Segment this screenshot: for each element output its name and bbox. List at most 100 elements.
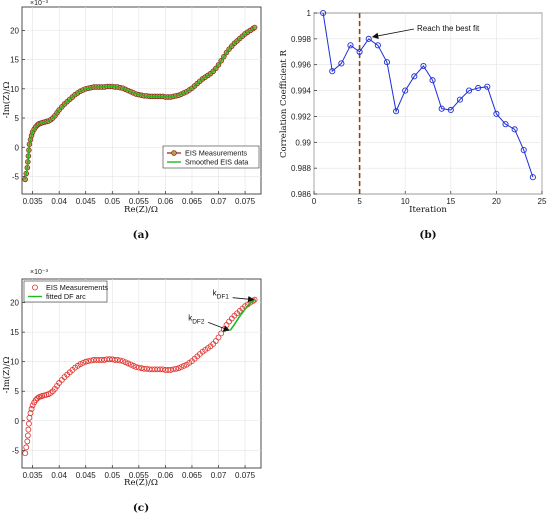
annotation-subscript: DF2	[192, 318, 205, 325]
x-tick-label: 0.07	[211, 471, 227, 480]
data-point	[347, 42, 354, 49]
data-point	[402, 87, 409, 94]
x-tick-label: 0.035	[23, 197, 44, 206]
annotation-text: Reach the best fit	[417, 24, 480, 33]
data-point	[24, 432, 31, 439]
data-point	[34, 395, 41, 402]
y-tick-label: 1	[307, 9, 312, 18]
data-point	[29, 402, 36, 409]
x-tick-label: 0.075	[235, 197, 256, 206]
data-point	[447, 106, 454, 114]
y-axis-label: Correlation Coefficient R	[279, 49, 289, 158]
y-tick-label: 15	[10, 328, 19, 337]
data-point	[502, 121, 509, 128]
data-point	[173, 365, 179, 372]
data-point	[27, 410, 34, 416]
data-point	[329, 68, 336, 75]
data-point	[338, 60, 345, 67]
data-point	[520, 146, 527, 154]
x-tick-label: 0.04	[51, 197, 67, 206]
y-tick-label: 20	[10, 26, 19, 35]
chart-panel-b: 0 5 10 15 20 25 0.986 0.988 0.99 0.992 0.994 0.996 0…	[279, 9, 547, 241]
data-point	[374, 42, 381, 49]
data-point	[114, 357, 121, 363]
legend-box	[162, 145, 260, 169]
x-tick-label: 0.075	[235, 471, 256, 480]
data-point	[120, 358, 126, 364]
data-point	[175, 365, 182, 372]
y-multiplier: ×10⁻³	[30, 0, 49, 7]
y-tick-label: 5	[15, 387, 20, 396]
y-tick-label: 0.992	[291, 112, 312, 121]
y-tick-label: -5	[12, 446, 20, 455]
series-line-fitted-df-arc	[229, 299, 256, 331]
legend-label: Smoothed EIS data	[185, 158, 249, 167]
x-tick-label: 0.06	[158, 197, 174, 206]
data-point	[28, 406, 35, 412]
y-axis-label: -Im(Z)/Ω	[1, 82, 12, 119]
y-tick-label: 10	[10, 358, 19, 367]
series-line-smoothed	[24, 26, 256, 180]
data-point	[475, 84, 482, 92]
data-point	[356, 48, 363, 55]
y-tick-label: 0.994	[291, 87, 312, 96]
x-tick-label: 0.05	[104, 471, 120, 480]
data-point	[85, 358, 92, 364]
annotation-subscript: DF1	[217, 294, 230, 301]
plot-area	[21, 278, 262, 469]
x-tick-label: 0.035	[23, 471, 44, 480]
data-point	[26, 420, 32, 427]
annotation-text: kDF2	[188, 313, 205, 325]
x-tick-label: 0.045	[76, 197, 97, 206]
data-point	[32, 397, 39, 403]
y-multiplier: ×10⁻³	[30, 269, 49, 276]
x-tick-label: 0.065	[182, 471, 203, 480]
x-tick-label: 0.05	[104, 197, 120, 206]
annotation-arrow	[371, 28, 415, 39]
legend-swatch-marker	[171, 150, 177, 156]
annotation-arrow	[232, 295, 255, 303]
y-tick-label: 0.996	[291, 61, 312, 70]
data-point	[127, 361, 134, 368]
x-tick-label: 0.055	[129, 197, 150, 206]
data-point	[383, 59, 391, 66]
chart-panel-c: 0.035 0.04 0.045 0.05 0.055 0.06 0.065 0.07 0.07…	[1, 269, 262, 514]
y-tick-label: 0	[15, 143, 20, 152]
data-point	[82, 358, 89, 365]
y-tick-label: 10	[10, 85, 19, 94]
data-point	[130, 362, 137, 369]
x-tick-label: 5	[357, 197, 362, 206]
data-point	[465, 87, 473, 94]
legend-box	[23, 280, 108, 303]
panel-label: (a)	[133, 229, 150, 241]
y-tick-label: 0.988	[291, 164, 312, 173]
x-tick-label: 0.065	[182, 197, 203, 206]
x-axis-label: Re(Z)/Ω	[124, 477, 158, 488]
legend-label: EIS Measurements	[46, 283, 108, 292]
y-tick-label: 15	[10, 56, 19, 65]
x-tick-label: 0	[312, 197, 317, 206]
y-axis-label: -Im(Z)/Ω	[1, 357, 12, 394]
legend-label: fitted DF arc	[46, 292, 86, 301]
legend-label: EIS Measurements	[185, 149, 247, 158]
x-tick-label: 0.045	[76, 471, 97, 480]
y-tick-label: 0	[15, 417, 20, 426]
data-point	[456, 96, 463, 103]
data-point	[493, 110, 500, 117]
chart-panel-a: 0.035 0.04 0.045 0.05 0.055 0.06 0.065 0.07 0.07…	[1, 0, 262, 241]
panel-label: (b)	[419, 229, 436, 241]
data-point	[25, 426, 32, 433]
x-tick-label: 20	[492, 197, 501, 206]
data-point	[429, 77, 436, 84]
data-point	[122, 359, 129, 366]
data-point	[529, 174, 536, 181]
y-tick-label: 0.998	[291, 35, 312, 44]
data-point	[218, 330, 225, 337]
data-point	[77, 361, 84, 367]
x-tick-label: 0.06	[158, 471, 174, 480]
y-tick-label: 5	[15, 114, 20, 123]
annotation-text: kDF1	[213, 289, 230, 301]
data-point	[22, 450, 29, 457]
x-axis-label: Re(Z)/Ω	[124, 204, 158, 215]
